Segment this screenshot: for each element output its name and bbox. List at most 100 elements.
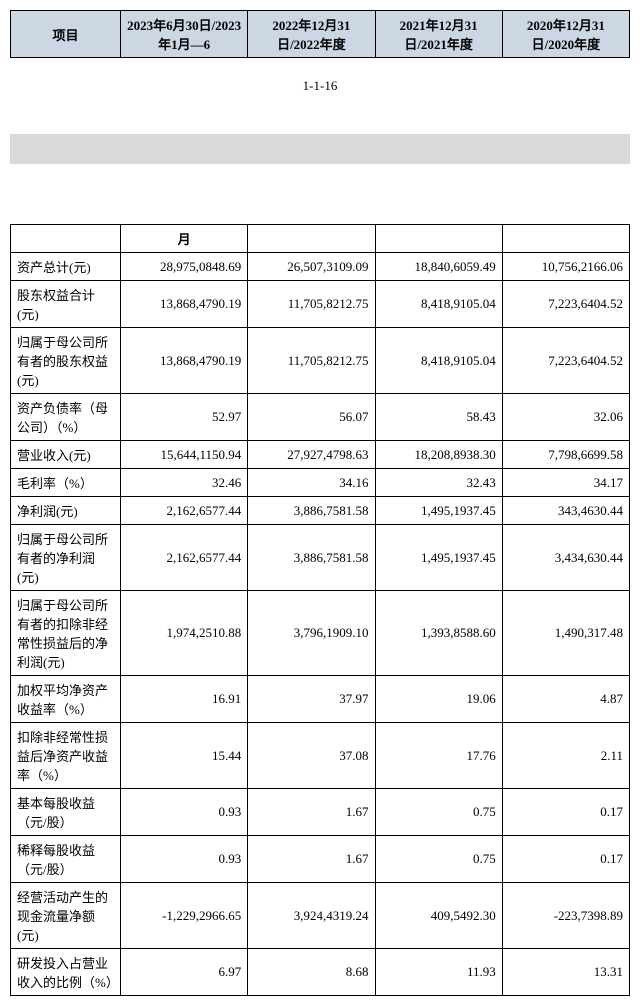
data-cell: 6.97 — [121, 949, 248, 996]
row-label: 毛利率（%） — [11, 469, 121, 497]
table-row: 净利润(元)2,162,6577.443,886,7581.581,495,19… — [11, 497, 630, 525]
header-col-1: 2023年6月30日/2023年1月—6 — [121, 11, 248, 58]
financial-data-table: 月 资产总计(元)28,975,0848.6926,507,3109.0918,… — [10, 224, 630, 996]
empty-cell — [11, 225, 121, 253]
data-cell: 17.76 — [375, 723, 502, 789]
header-col-4: 2020年12月31日/2020年度 — [502, 11, 629, 58]
table-row: 扣除非经常性损益后净资产收益率（%）15.4437.0817.762.11 — [11, 723, 630, 789]
data-cell: -223,7398.89 — [502, 883, 629, 949]
data-cell: 0.17 — [502, 789, 629, 836]
data-cell: 1.67 — [248, 789, 375, 836]
data-cell: 3,434,630.44 — [502, 525, 629, 591]
row-label: 基本每股收益（元/股） — [11, 789, 121, 836]
data-cell: 34.17 — [502, 469, 629, 497]
data-cell: 2,162,6577.44 — [121, 497, 248, 525]
data-cell: 0.93 — [121, 789, 248, 836]
data-cell: 0.17 — [502, 836, 629, 883]
data-cell: 3,796,1909.10 — [248, 591, 375, 676]
table-row: 基本每股收益（元/股）0.931.670.750.17 — [11, 789, 630, 836]
data-cell: 0.75 — [375, 836, 502, 883]
data-cell: 27,927,4798.63 — [248, 441, 375, 469]
row-label: 稀释每股收益（元/股） — [11, 836, 121, 883]
header-table: 项目 2023年6月30日/2023年1月—6 2022年12月31日/2022… — [10, 10, 630, 58]
data-cell: 0.75 — [375, 789, 502, 836]
data-cell: 2,162,6577.44 — [121, 525, 248, 591]
empty-cell — [375, 225, 502, 253]
data-cell: 32.43 — [375, 469, 502, 497]
data-cell: 13,868,4790.19 — [121, 281, 248, 328]
page-number: 1-1-16 — [10, 78, 630, 94]
data-cell: 11,705,8212.75 — [248, 281, 375, 328]
row-label: 净利润(元) — [11, 497, 121, 525]
header-col-2: 2022年12月31日/2022年度 — [248, 11, 375, 58]
data-cell: 3,886,7581.58 — [248, 497, 375, 525]
empty-cell — [248, 225, 375, 253]
data-cell: 1,495,1937.45 — [375, 525, 502, 591]
data-cell: 32.46 — [121, 469, 248, 497]
data-cell: 343,4630.44 — [502, 497, 629, 525]
data-cell: 409,5492.30 — [375, 883, 502, 949]
table-row: 稀释每股收益（元/股）0.931.670.750.17 — [11, 836, 630, 883]
data-cell: 37.08 — [248, 723, 375, 789]
data-cell: 1,490,317.48 — [502, 591, 629, 676]
data-cell: 56.07 — [248, 394, 375, 441]
row-label: 资产总计(元) — [11, 253, 121, 281]
data-cell: 8,418,9105.04 — [375, 328, 502, 394]
header-col-3: 2021年12月31日/2021年度 — [375, 11, 502, 58]
month-header-row: 月 — [11, 225, 630, 253]
table-row: 经营活动产生的现金流量净额(元)-1,229,2966.653,924,4319… — [11, 883, 630, 949]
month-header: 月 — [121, 225, 248, 253]
page-divider — [10, 134, 630, 164]
table-row: 研发投入占营业收入的比例（%）6.978.6811.9313.31 — [11, 949, 630, 996]
data-cell: 52.97 — [121, 394, 248, 441]
row-label: 归属于母公司所有者的股东权益(元) — [11, 328, 121, 394]
data-cell: 1,495,1937.45 — [375, 497, 502, 525]
empty-cell — [502, 225, 629, 253]
data-cell: 8.68 — [248, 949, 375, 996]
data-cell: 28,975,0848.69 — [121, 253, 248, 281]
row-label: 股东权益合计(元) — [11, 281, 121, 328]
header-row: 项目 2023年6月30日/2023年1月—6 2022年12月31日/2022… — [11, 11, 630, 58]
data-cell: 13,868,4790.19 — [121, 328, 248, 394]
table-row: 营业收入(元)15,644,1150.9427,927,4798.6318,20… — [11, 441, 630, 469]
data-cell: 3,924,4319.24 — [248, 883, 375, 949]
data-cell: 15,644,1150.94 — [121, 441, 248, 469]
data-cell: 26,507,3109.09 — [248, 253, 375, 281]
data-cell: 58.43 — [375, 394, 502, 441]
header-col-0: 项目 — [11, 11, 121, 58]
data-cell: 11,705,8212.75 — [248, 328, 375, 394]
data-cell: 8,418,9105.04 — [375, 281, 502, 328]
row-label: 归属于母公司所有者的扣除非经常性损益后的净利润(元) — [11, 591, 121, 676]
data-cell: 7,798,6699.58 — [502, 441, 629, 469]
data-cell: -1,229,2966.65 — [121, 883, 248, 949]
row-label: 扣除非经常性损益后净资产收益率（%） — [11, 723, 121, 789]
data-cell: 10,756,2166.06 — [502, 253, 629, 281]
data-cell: 7,223,6404.52 — [502, 281, 629, 328]
table-row: 股东权益合计(元)13,868,4790.1911,705,8212.758,4… — [11, 281, 630, 328]
table-row: 归属于母公司所有者的股东权益(元)13,868,4790.1911,705,82… — [11, 328, 630, 394]
data-cell: 4.87 — [502, 676, 629, 723]
data-cell: 19.06 — [375, 676, 502, 723]
table-row: 加权平均净资产收益率（%）16.9137.9719.064.87 — [11, 676, 630, 723]
data-cell: 1,393,8588.60 — [375, 591, 502, 676]
row-label: 加权平均净资产收益率（%） — [11, 676, 121, 723]
data-cell: 32.06 — [502, 394, 629, 441]
data-cell: 15.44 — [121, 723, 248, 789]
data-cell: 7,223,6404.52 — [502, 328, 629, 394]
data-cell: 2.11 — [502, 723, 629, 789]
table-row: 归属于母公司所有者的扣除非经常性损益后的净利润(元)1,974,2510.883… — [11, 591, 630, 676]
data-cell: 1,974,2510.88 — [121, 591, 248, 676]
data-cell: 18,840,6059.49 — [375, 253, 502, 281]
data-cell: 3,886,7581.58 — [248, 525, 375, 591]
row-label: 资产负债率（母公司）（%） — [11, 394, 121, 441]
row-label: 营业收入(元) — [11, 441, 121, 469]
data-cell: 16.91 — [121, 676, 248, 723]
row-label: 经营活动产生的现金流量净额(元) — [11, 883, 121, 949]
table-row: 资产负债率（母公司）（%）52.9756.0758.4332.06 — [11, 394, 630, 441]
table-row: 归属于母公司所有者的净利润(元)2,162,6577.443,886,7581.… — [11, 525, 630, 591]
data-cell: 11.93 — [375, 949, 502, 996]
data-cell: 18,208,8938.30 — [375, 441, 502, 469]
table-row: 毛利率（%）32.4634.1632.4334.17 — [11, 469, 630, 497]
data-cell: 1.67 — [248, 836, 375, 883]
data-cell: 13.31 — [502, 949, 629, 996]
